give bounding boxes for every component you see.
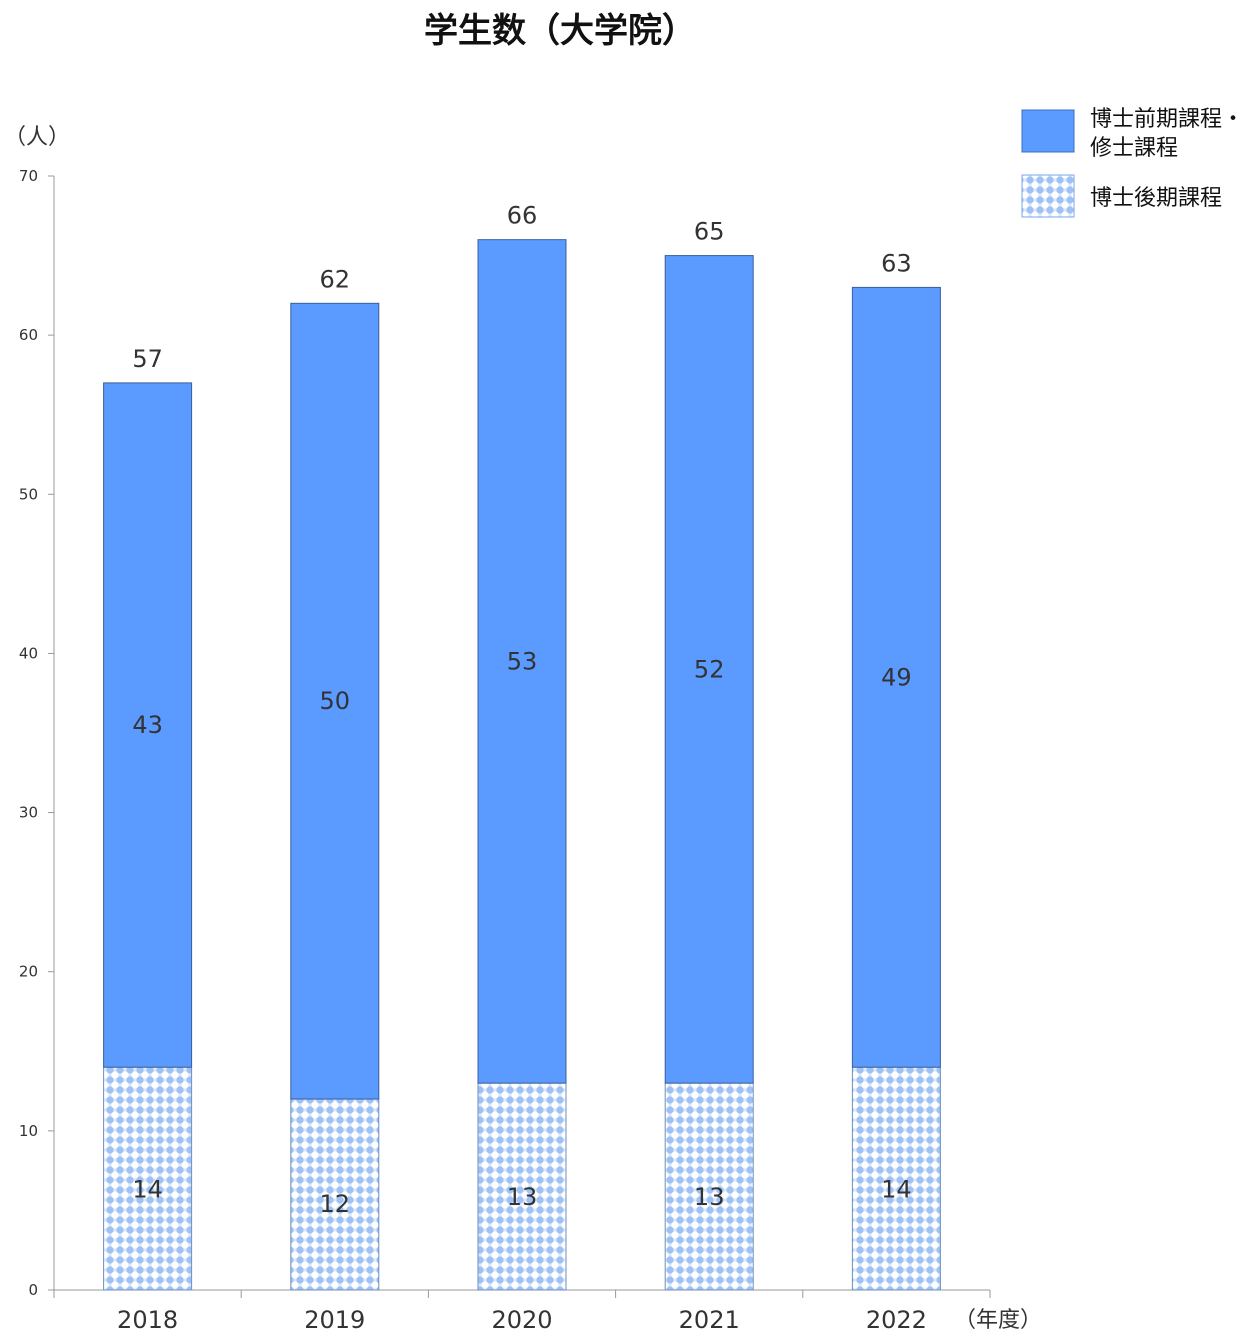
y-tick-label: 40 xyxy=(19,644,38,662)
bar-segment-master xyxy=(851,286,941,1068)
data-labels: 2018 14 43 57 2019 12 50 62 2020 13 53 66 2021 13 52 65… xyxy=(117,202,927,1334)
bars xyxy=(103,239,941,1291)
y-tick-label: 20 xyxy=(19,963,38,981)
x-tick-label: 2018 xyxy=(117,1306,178,1334)
data-label-doctoral: 13 xyxy=(694,1183,725,1211)
data-label-doctoral: 14 xyxy=(881,1176,912,1204)
x-tick-label: 2019 xyxy=(304,1306,365,1334)
y-tick-label: 60 xyxy=(19,326,38,344)
bar-segment-doctoral xyxy=(664,1082,754,1291)
x-axis-unit-label: （年度） xyxy=(954,1308,1042,1333)
bar-segment-doctoral xyxy=(851,1066,941,1291)
legend: 博士前期課程・ 修士課程 博士後期課程 xyxy=(1021,107,1244,218)
axes: 0 10 20 30 40 50 60 70 xyxy=(19,167,991,1299)
data-label-master: 52 xyxy=(694,655,725,683)
data-label-doctoral: 13 xyxy=(507,1183,538,1211)
data-label-master: 50 xyxy=(320,687,351,715)
data-label-master: 43 xyxy=(132,711,163,739)
bar-segment-master xyxy=(103,382,193,1068)
bar-segment-doctoral xyxy=(290,1098,380,1291)
x-tick-label: 2021 xyxy=(679,1306,740,1334)
y-tick-label: 30 xyxy=(19,804,38,822)
legend-label-master-line1: 博士前期課程・ xyxy=(1090,107,1244,132)
y-tick-label: 0 xyxy=(28,1281,38,1299)
data-label-doctoral: 14 xyxy=(132,1176,163,1204)
data-label-total: 57 xyxy=(132,345,163,373)
legend-label-doctoral: 博士後期課程 xyxy=(1090,186,1222,211)
data-label-master: 53 xyxy=(507,647,538,675)
y-tick-label: 50 xyxy=(19,485,38,503)
bar-segment-master xyxy=(477,239,567,1084)
data-label-total: 63 xyxy=(881,249,912,277)
data-label-doctoral: 12 xyxy=(320,1190,351,1218)
y-axis-unit-label: （人） xyxy=(4,125,70,150)
legend-label-master-line2: 修士課程 xyxy=(1090,136,1178,161)
data-label-total: 65 xyxy=(694,218,725,246)
data-label-master: 49 xyxy=(881,663,912,691)
y-tick-label: 70 xyxy=(19,167,38,185)
x-tick-label: 2022 xyxy=(866,1306,927,1334)
bar-segment-doctoral xyxy=(103,1066,193,1291)
chart-title: 学生数（大学院） xyxy=(424,11,696,51)
data-label-total: 66 xyxy=(507,202,538,230)
bar-segment-master xyxy=(290,302,380,1100)
bar-segment-doctoral xyxy=(477,1082,567,1291)
data-label-total: 62 xyxy=(320,265,351,293)
legend-swatch-master xyxy=(1021,109,1075,153)
bar-segment-master xyxy=(664,255,754,1084)
legend-swatch-doctoral xyxy=(1021,174,1075,218)
y-tick-label: 10 xyxy=(19,1122,38,1140)
x-tick-label: 2020 xyxy=(491,1306,552,1334)
